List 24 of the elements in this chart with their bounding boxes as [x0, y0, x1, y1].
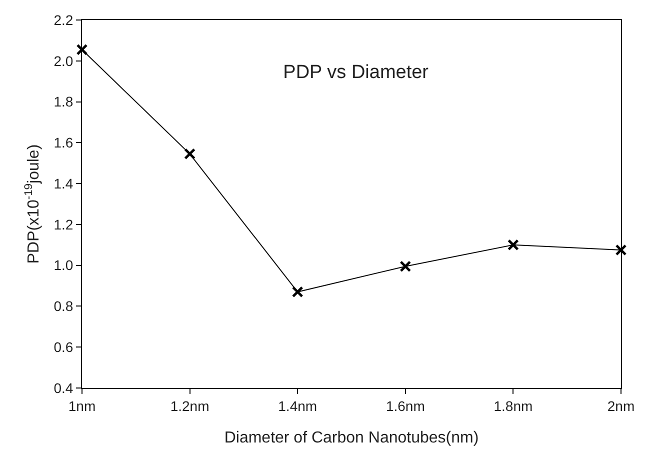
- y-tick-label: 1.8: [54, 94, 74, 110]
- point: [507, 239, 519, 251]
- point: [184, 148, 196, 160]
- y-tick-label: 2.0: [54, 52, 74, 69]
- y-tick-label: 0.4: [54, 380, 74, 396]
- text: PDP vs Diameter: [283, 62, 430, 84]
- point: [292, 286, 304, 298]
- y-tick-label: 2.2: [54, 12, 74, 28]
- point: [76, 44, 88, 56]
- x-tick-label: 2nm: [607, 398, 635, 414]
- y-tick-label: 1.2: [54, 216, 74, 232]
- point: [400, 260, 412, 272]
- x-tick-label: 1.6nm: [386, 398, 425, 414]
- x-tick-label: 1.8nm: [494, 398, 533, 414]
- y-tick-label: 1.4: [54, 175, 74, 192]
- point: [615, 244, 627, 256]
- y-tick-label: 0.6: [54, 339, 74, 356]
- x-tick-label: 1nm: [68, 398, 96, 414]
- x-tick-label: 1.2nm: [170, 398, 210, 414]
- y-tick-label: 1.6: [54, 134, 74, 151]
- y-tick-label: 1.0: [54, 257, 74, 274]
- x-tick-label: 1.4nm: [278, 398, 318, 414]
- y-tick-label: 0.8: [54, 298, 74, 314]
- x-axis-title: Diameter of Carbon Nanotubes(nm): [224, 430, 479, 446]
